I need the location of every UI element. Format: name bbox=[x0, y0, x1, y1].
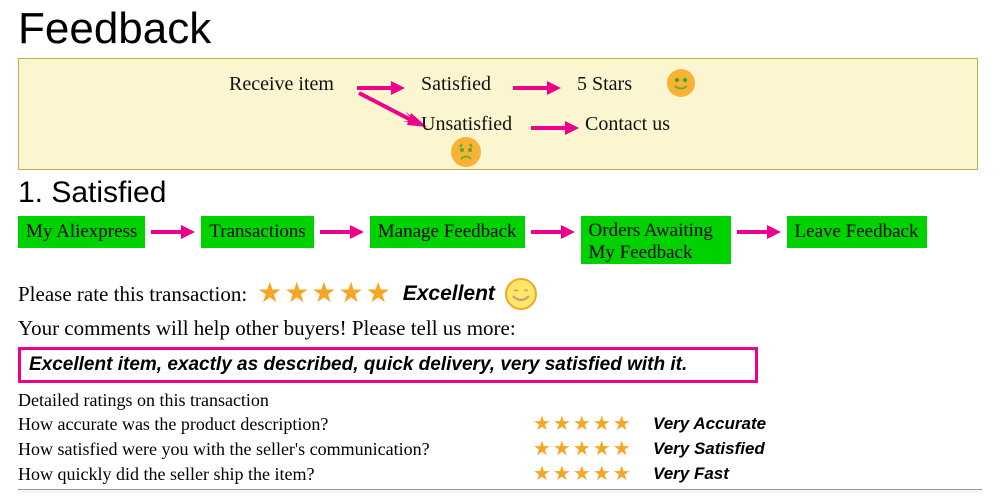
detail-q1: How accurate was the product description… bbox=[18, 413, 533, 436]
section-satisfied-title: 1. Satisfied bbox=[18, 176, 982, 210]
arrow-icon bbox=[513, 81, 561, 95]
divider bbox=[18, 489, 982, 490]
sad-emoji-icon bbox=[451, 137, 481, 167]
help-text: Your comments will help other buyers! Pl… bbox=[18, 316, 982, 341]
nav-chip-orders-awaiting: Orders Awaiting My Feedback bbox=[581, 216, 731, 264]
detail-a1: Very Accurate bbox=[653, 413, 766, 434]
smile-emoji-icon bbox=[667, 69, 695, 97]
nav-chip-leave-feedback: Leave Feedback bbox=[787, 216, 927, 248]
rate-transaction-row: Please rate this transaction: ★★★★★ Exce… bbox=[18, 278, 982, 310]
five-stars-icon: ★★★★★ bbox=[257, 280, 393, 308]
arrow-icon bbox=[320, 216, 364, 248]
detail-a3: Very Fast bbox=[653, 463, 729, 484]
arrow-icon bbox=[531, 216, 575, 248]
detail-title: Detailed ratings on this transaction bbox=[18, 389, 982, 412]
page-title: Feedback bbox=[18, 4, 982, 54]
flow-receive-item: Receive item bbox=[229, 73, 334, 96]
arrow-icon bbox=[151, 216, 195, 248]
nav-chip-transactions: Transactions bbox=[201, 216, 313, 248]
arrow-icon bbox=[737, 216, 781, 248]
comment-box: Excellent item, exactly as described, qu… bbox=[18, 347, 758, 383]
arrow-icon bbox=[531, 121, 579, 135]
detailed-ratings: Detailed ratings on this transaction How… bbox=[18, 389, 982, 487]
flow-contact-us: Contact us bbox=[585, 113, 670, 136]
flow-unsatisfied: Unsatisfied bbox=[421, 113, 512, 136]
five-stars-icon: ★★★★★ bbox=[533, 412, 653, 437]
rate-label: Please rate this transaction: bbox=[18, 282, 247, 307]
feedback-nav-steps: My Aliexpress Transactions Manage Feedba… bbox=[18, 216, 982, 264]
excellent-label: Excellent bbox=[403, 282, 495, 306]
detail-q2: How satisfied were you with the seller's… bbox=[18, 438, 533, 461]
flow-5stars: 5 Stars bbox=[577, 73, 632, 96]
nav-chip-my-aliexpress: My Aliexpress bbox=[18, 216, 145, 248]
smile-face-icon bbox=[505, 278, 537, 310]
feedback-flow-diagram: Receive item Satisfied 5 Stars Unsatisfi… bbox=[18, 58, 978, 170]
detail-q3: How quickly did the seller ship the item… bbox=[18, 463, 533, 486]
five-stars-icon: ★★★★★ bbox=[533, 437, 653, 462]
comment-text: Excellent item, exactly as described, qu… bbox=[29, 354, 687, 375]
nav-chip-manage-feedback: Manage Feedback bbox=[370, 216, 525, 248]
five-stars-icon: ★★★★★ bbox=[533, 462, 653, 487]
detail-a2: Very Satisfied bbox=[653, 438, 765, 459]
